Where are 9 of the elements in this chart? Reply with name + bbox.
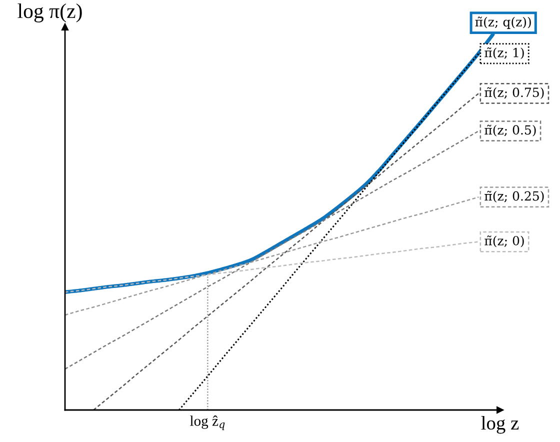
series-label: π̃(z; 0) [484,236,524,248]
y-axis-title: log π(z) [18,3,82,22]
series-label: π̃(z; 1) [484,47,524,60]
x-axis-title: log z [481,416,519,434]
series-label: π̃(z; q(z)) [475,16,531,29]
text: log ẑ$_{q}$ [190,416,225,430]
series-label: π̃(z; 0.5) [484,124,536,136]
series-label: π̃(z; 0.75) [484,87,544,99]
series-label: π̃(z; 0.25) [484,190,544,202]
